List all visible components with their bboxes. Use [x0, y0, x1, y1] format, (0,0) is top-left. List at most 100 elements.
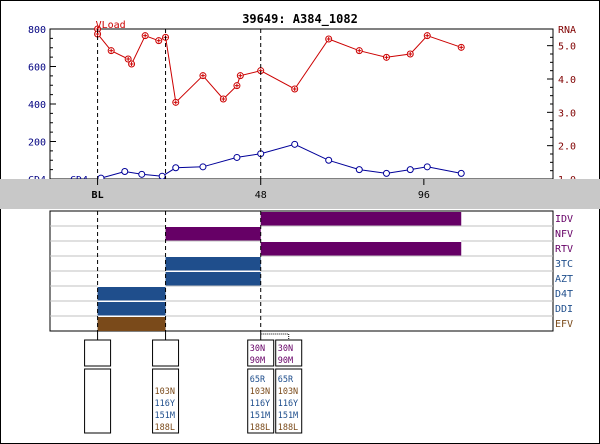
- data-point-cd4: [138, 170, 146, 178]
- data-point-vload: [128, 60, 136, 68]
- point-marker: [355, 166, 363, 174]
- data-point-vload: [172, 98, 180, 106]
- x-tick-label: BL: [92, 190, 104, 201]
- data-point-vload: [141, 32, 149, 40]
- data-point-vload: [219, 95, 227, 103]
- rti-mutation-label: 65R: [278, 375, 294, 385]
- pi-mutation-label: 30N: [278, 344, 293, 354]
- data-point-cd4: [158, 172, 166, 180]
- right-tick-label: 5.0: [558, 42, 576, 53]
- right-axis-label: RNA: [558, 25, 576, 36]
- rti-mutation-label: 151M: [278, 411, 298, 421]
- rti-mutation-box: [247, 368, 275, 434]
- data-point-vload: [233, 82, 241, 90]
- pi-mutation-box: [275, 339, 303, 367]
- pi-mutation-label: 90M: [250, 356, 265, 366]
- drug-label-efv: EFV: [555, 319, 573, 330]
- drug-period-bar: [97, 287, 166, 301]
- data-point-vload: [382, 53, 390, 61]
- drug-label-3tc: 3TC: [555, 259, 573, 270]
- data-point-cd4: [382, 169, 390, 177]
- drug-period-bar: [165, 272, 261, 286]
- rti-mutation-label: 103N: [250, 387, 270, 397]
- point-marker: [423, 163, 431, 171]
- data-point-cd4: [355, 166, 363, 174]
- drug-label-nfv: NFV: [555, 229, 573, 240]
- drug-period-bar: [260, 242, 462, 256]
- right-tick-label: 2.0: [558, 142, 576, 153]
- data-point-cd4: [233, 153, 241, 161]
- rti-mutation-box: [152, 368, 180, 434]
- drug-label-d4t: D4T: [555, 289, 573, 300]
- rti-mutation-label: 188L: [278, 423, 298, 433]
- pi-mutation-label: 30N: [250, 344, 265, 354]
- pi-mutation-box: [247, 339, 275, 367]
- left-tick-label: 600: [28, 63, 46, 74]
- rti-mutation-label: 188L: [155, 423, 175, 433]
- data-point-vload: [406, 50, 414, 58]
- pi-mutation-label: 90M: [278, 356, 293, 366]
- data-point-cd4: [423, 163, 431, 171]
- x-tick-label: 96: [418, 190, 430, 201]
- plot-border: [49, 28, 554, 180]
- drug-label-ddi: DDI: [555, 304, 573, 315]
- drug-label-idv: IDV: [555, 214, 573, 225]
- data-point-vload: [124, 55, 132, 63]
- data-point-cd4: [199, 163, 207, 171]
- chart-title: 39649: A384_1082: [242, 12, 358, 27]
- rti-mutation-label: 188L: [250, 423, 270, 433]
- data-point-vload: [107, 47, 115, 55]
- point-marker: [382, 169, 390, 177]
- right-tick-label: 3.0: [558, 108, 576, 119]
- pi-mutation-box: [84, 339, 112, 367]
- rti-mutation-label: 116Y: [278, 399, 298, 409]
- data-point-vload: [155, 37, 163, 45]
- data-point-cd4: [291, 140, 299, 148]
- rti-mutation-label: 116Y: [155, 399, 175, 409]
- data-point-cd4: [121, 168, 129, 175]
- data-point-vload: [199, 72, 207, 80]
- point-marker: [406, 166, 414, 174]
- rti-mutation-label: 151M: [250, 411, 270, 421]
- rti-mutation-label: 103N: [155, 387, 175, 397]
- rti-mutation-box: [275, 368, 303, 434]
- rti-mutation-label: 151M: [155, 411, 175, 421]
- drug-period-bar: [165, 227, 261, 241]
- point-marker: [199, 163, 207, 171]
- drug-label-rtv: RTV: [555, 244, 573, 255]
- right-tick-label: 4.0: [558, 75, 576, 86]
- left-tick-label: 400: [28, 100, 46, 111]
- x-axis-background: [0, 179, 600, 209]
- point-marker: [325, 156, 333, 164]
- left-tick-label: 200: [28, 138, 46, 149]
- drug-table: IDV NFV RTV 3TC AZT D4T DDI EFV: [49, 210, 573, 340]
- mutation-boxes: 103N 116Y 151M 188L 30N 90M 65R 103N 116Y 151M 188…: [84, 333, 303, 434]
- data-point-cd4: [325, 156, 333, 164]
- x-axis-band: BL 48 96: [0, 179, 600, 209]
- data-point-cd4: [172, 164, 180, 172]
- left-tick-label: 800: [28, 25, 46, 36]
- data-point-vload: [457, 43, 465, 51]
- drug-period-bar: [165, 257, 261, 271]
- point-marker: [233, 153, 241, 161]
- pi-mutation-box: [152, 339, 180, 367]
- point-marker: [457, 169, 465, 177]
- data-point-vload: [291, 85, 299, 93]
- point-marker: [291, 140, 299, 148]
- point-marker: [121, 168, 129, 175]
- data-point-vload: [355, 47, 363, 55]
- rti-mutation-label: 116Y: [250, 399, 270, 409]
- point-marker: [172, 164, 180, 172]
- rti-mutation-label: 65R: [250, 375, 266, 385]
- data-point-vload: [423, 32, 431, 40]
- point-marker: [158, 172, 166, 180]
- drug-period-bar: [97, 317, 166, 331]
- x-tick-label: 48: [255, 190, 267, 201]
- point-marker: [138, 170, 146, 178]
- drug-label-azt: AZT: [555, 274, 573, 285]
- series-label-vload: VLoad: [96, 20, 126, 31]
- rti-mutation-label: 103N: [278, 387, 298, 397]
- data-point-vload: [325, 35, 333, 43]
- data-point-vload: [236, 72, 244, 80]
